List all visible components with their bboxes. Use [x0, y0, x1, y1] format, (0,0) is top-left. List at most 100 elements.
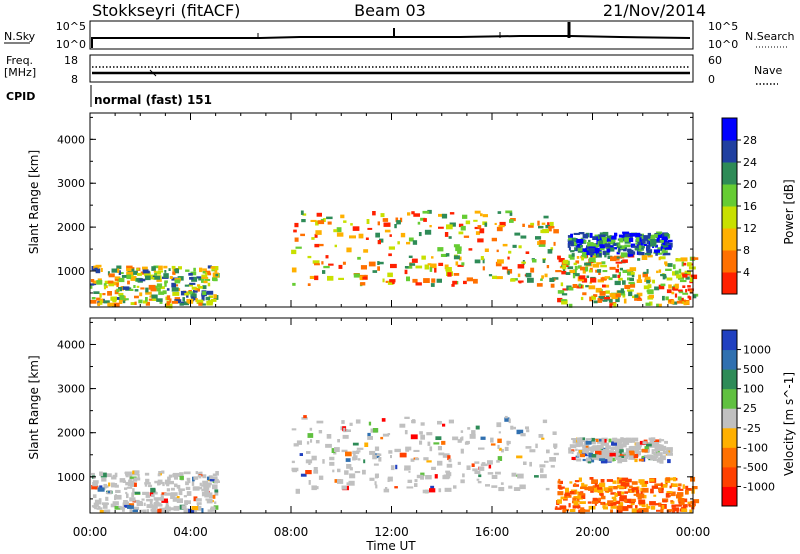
data-cell: [631, 508, 639, 513]
data-cell: [369, 477, 375, 481]
data-cell: [333, 229, 338, 233]
data-cell: [572, 497, 577, 501]
data-cell: [445, 472, 452, 477]
data-cell: [427, 209, 432, 214]
data-cell: [687, 501, 691, 505]
data-cell: [107, 291, 112, 296]
data-cell: [615, 293, 621, 298]
data-cell: [555, 270, 562, 273]
colorbar-segment: [722, 228, 737, 251]
data-cell: [622, 293, 626, 298]
data-cell: [186, 491, 192, 496]
data-cell: [504, 415, 508, 419]
data-cell: [207, 476, 210, 481]
data-cell: [658, 252, 662, 255]
data-cell: [97, 302, 101, 307]
data-cell: [522, 223, 525, 227]
data-cell: [327, 275, 334, 281]
data-cell: [576, 256, 580, 259]
data-cell: [603, 506, 608, 510]
data-cell: [689, 509, 693, 514]
data-cell: [620, 245, 625, 249]
data-cell: [363, 459, 366, 464]
data-cell: [115, 297, 120, 300]
data-cell: [198, 486, 203, 490]
data-cell: [301, 219, 306, 223]
data-cell: [610, 256, 617, 262]
data-cell: [491, 475, 498, 479]
data-cell: [153, 270, 157, 273]
data-cell: [107, 271, 110, 276]
data-cell: [594, 234, 600, 237]
data-cell: [168, 474, 173, 478]
data-cell: [332, 469, 335, 473]
data-cell: [312, 260, 320, 264]
data-cell: [342, 434, 349, 439]
data-cell: [675, 504, 682, 507]
data-cell: [342, 261, 346, 265]
data-cell: [626, 289, 634, 292]
data-cell: [552, 431, 557, 435]
y-tick-label: 1000: [57, 471, 85, 484]
data-cell: [203, 492, 210, 495]
data-cell: [193, 289, 198, 293]
data-cell: [400, 232, 406, 238]
data-cell: [568, 237, 576, 242]
data-cell: [368, 421, 372, 426]
data-cell: [318, 475, 324, 480]
data-cell: [641, 255, 648, 260]
data-cell: [396, 220, 401, 225]
data-cell: [581, 239, 587, 244]
colorbar-title: Power [dB]: [782, 179, 796, 244]
data-cell: [354, 471, 361, 474]
data-cell: [654, 286, 660, 291]
data-cell: [508, 485, 513, 489]
data-cell: [334, 244, 337, 248]
data-cell: [405, 446, 412, 451]
data-cell: [447, 455, 451, 461]
data-cell: [196, 502, 202, 505]
data-cell: [208, 492, 213, 496]
data-cell: [599, 438, 603, 442]
data-cell: [143, 509, 147, 514]
data-cell: [114, 277, 119, 281]
data-cell: [656, 239, 662, 243]
data-cell: [669, 485, 672, 489]
data-cell: [607, 500, 614, 505]
data-cell: [194, 288, 198, 291]
data-cell: [655, 251, 658, 256]
data-cell: [121, 298, 124, 302]
data-cell: [604, 284, 610, 288]
data-cell: [512, 244, 517, 248]
data-cell: [170, 494, 175, 499]
data-cell: [527, 277, 534, 283]
data-cell: [382, 278, 385, 283]
data-cell: [588, 257, 596, 263]
data-cell: [139, 278, 146, 282]
data-cell: [201, 296, 205, 301]
data-cell: [509, 212, 513, 216]
colorbar-segment: [722, 140, 737, 163]
data-cell: [190, 271, 197, 276]
data-cell: [653, 456, 658, 459]
data-cell: [413, 449, 420, 452]
data-cell: [203, 280, 208, 284]
data-cell: [600, 459, 608, 464]
data-cell: [133, 477, 141, 481]
data-cell: [573, 505, 581, 509]
data-cell: [150, 487, 156, 493]
data-cell: [622, 259, 628, 263]
data-cell: [133, 270, 138, 275]
data-cell: [384, 229, 391, 233]
data-cell: [670, 299, 675, 305]
data-cell: [102, 502, 109, 506]
data-cell: [313, 470, 319, 474]
data-cell: [546, 265, 550, 269]
data-cell: [193, 476, 199, 480]
data-cell: [599, 297, 603, 301]
data-cell: [592, 485, 597, 489]
data-cell: [166, 295, 171, 300]
data-cell: [671, 291, 675, 295]
colorbar-segment: [722, 184, 737, 207]
